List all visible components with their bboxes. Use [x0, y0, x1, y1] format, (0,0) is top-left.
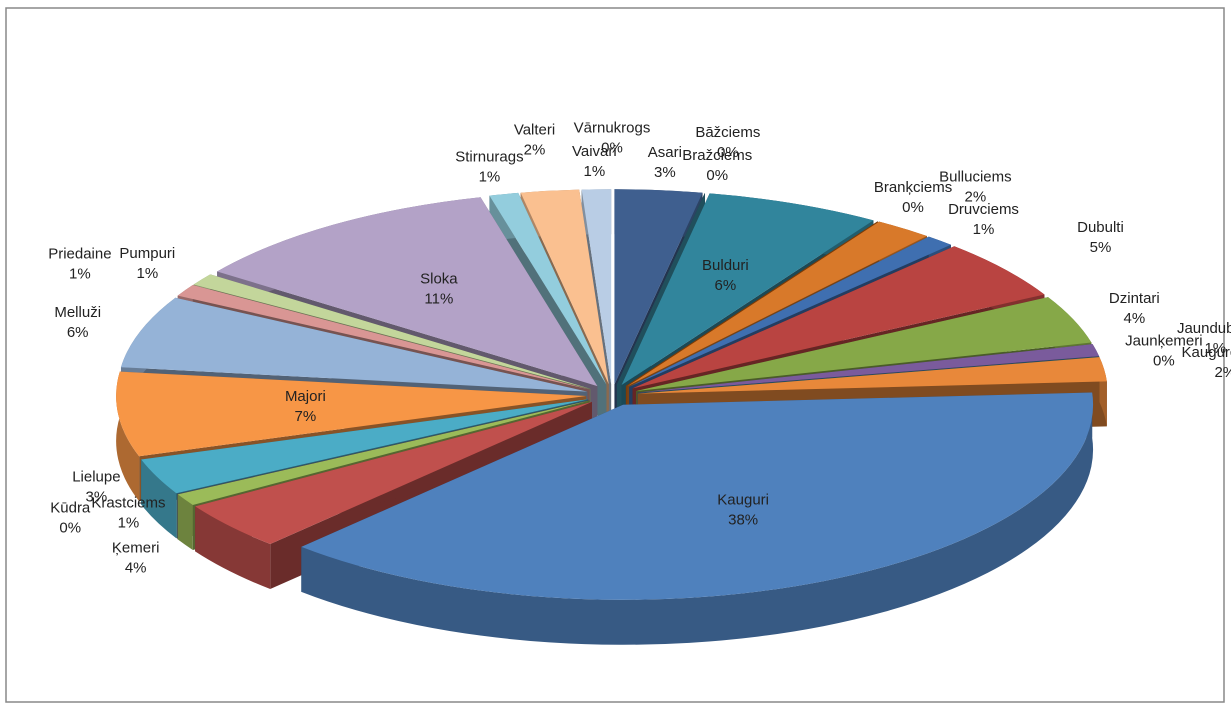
slice-value-label: 3% — [654, 164, 676, 181]
slice — [301, 392, 1094, 600]
slice-value-label: 7% — [295, 408, 317, 425]
slice-label: Kaugurciems — [1182, 344, 1231, 361]
slice-value-label: 4% — [1124, 310, 1146, 327]
slice — [625, 221, 878, 386]
slice — [629, 236, 951, 387]
slice-value-label: 1% — [1204, 340, 1226, 357]
slice — [621, 193, 874, 385]
slice-value-label: 11% — [424, 290, 453, 307]
slice-value-label: 0% — [902, 199, 924, 216]
slice-label: Bulduri — [702, 257, 749, 274]
slice-wall — [301, 392, 1094, 645]
slice — [177, 400, 590, 495]
slice — [614, 189, 703, 385]
slice-label: Ķemeri — [112, 539, 160, 556]
slice-wall — [195, 506, 271, 590]
slice — [141, 399, 589, 494]
slice-value-label: 4% — [125, 559, 147, 576]
slice-value-label: 1% — [479, 168, 501, 185]
slice — [489, 192, 607, 385]
slice-value-label: 3% — [86, 489, 108, 506]
slice-label: Krastciems — [91, 495, 165, 512]
slice-wall — [116, 371, 140, 502]
slice-wall — [177, 494, 193, 550]
slice-label: Pumpuri — [119, 245, 175, 262]
slice — [217, 197, 598, 387]
slice-label: Melluži — [54, 304, 101, 321]
slice-value-label: 1% — [973, 221, 995, 238]
slice-value-label: 0% — [706, 167, 728, 184]
slice-label: Stirnurags — [455, 148, 523, 165]
slice-label: Dzintari — [1109, 290, 1160, 307]
slice — [637, 344, 1100, 393]
slice — [195, 401, 592, 545]
slice-value-label: 0% — [1153, 352, 1175, 369]
slice — [120, 297, 588, 392]
slice — [632, 246, 1045, 389]
slice-label: Jaundubulti — [1177, 320, 1231, 337]
slice — [636, 297, 1092, 392]
slice — [193, 274, 591, 389]
slice — [637, 357, 1107, 394]
slice — [581, 189, 612, 385]
slice-value-label: 0% — [601, 139, 623, 156]
slice-label: Bražciems — [682, 147, 752, 164]
slice-value-label: 38% — [728, 512, 758, 529]
slice-value-label: 6% — [715, 277, 737, 294]
slice-value-label: 5% — [1090, 239, 1112, 256]
slice — [116, 371, 587, 457]
slice-label: Branķciems — [874, 179, 952, 196]
slice-value-label: 1% — [137, 265, 159, 282]
slice — [177, 400, 590, 505]
slice — [177, 285, 590, 390]
slice-value-label: 1% — [118, 515, 140, 532]
slice-label: Vārnukrogs — [574, 119, 651, 136]
slice-value-label: 1% — [584, 163, 606, 180]
slice — [520, 189, 609, 385]
slice-value-label: 0% — [59, 520, 81, 537]
slice-label: Bāžciems — [695, 124, 760, 141]
slice-label: Druvciems — [948, 201, 1019, 218]
pie-labels: Asari3%Bāžciems0%Bražciems0%Bulduri6%Bra… — [48, 119, 1231, 576]
slice-label: Sloka — [420, 270, 458, 287]
slice-label: Vaivari — [572, 143, 617, 160]
slice-value-label: 0% — [717, 144, 739, 161]
slice-value-label: 2% — [1214, 364, 1231, 381]
pie-sides — [116, 189, 1107, 645]
slice-label: Majori — [285, 388, 326, 405]
slice-label: Kūdra — [50, 500, 91, 517]
slice-label: Asari — [648, 144, 682, 161]
slice-value-label: 2% — [965, 188, 987, 205]
slice-value-label: 6% — [67, 324, 89, 341]
slice-label: Priedaine — [48, 245, 111, 262]
slice-value-label: 1% — [69, 265, 91, 282]
slice-label: Valteri — [514, 122, 555, 139]
slice-value-label: 2% — [524, 142, 546, 159]
slice-label: Jaunķemeri — [1125, 332, 1203, 349]
slice-label: Kauguri — [717, 492, 769, 509]
slice-label: Lielupe — [72, 469, 120, 486]
slice — [627, 221, 927, 387]
slice-wall — [141, 459, 177, 539]
slice-label: Bulluciems — [939, 168, 1012, 185]
slice-label: Dubulti — [1077, 219, 1124, 236]
